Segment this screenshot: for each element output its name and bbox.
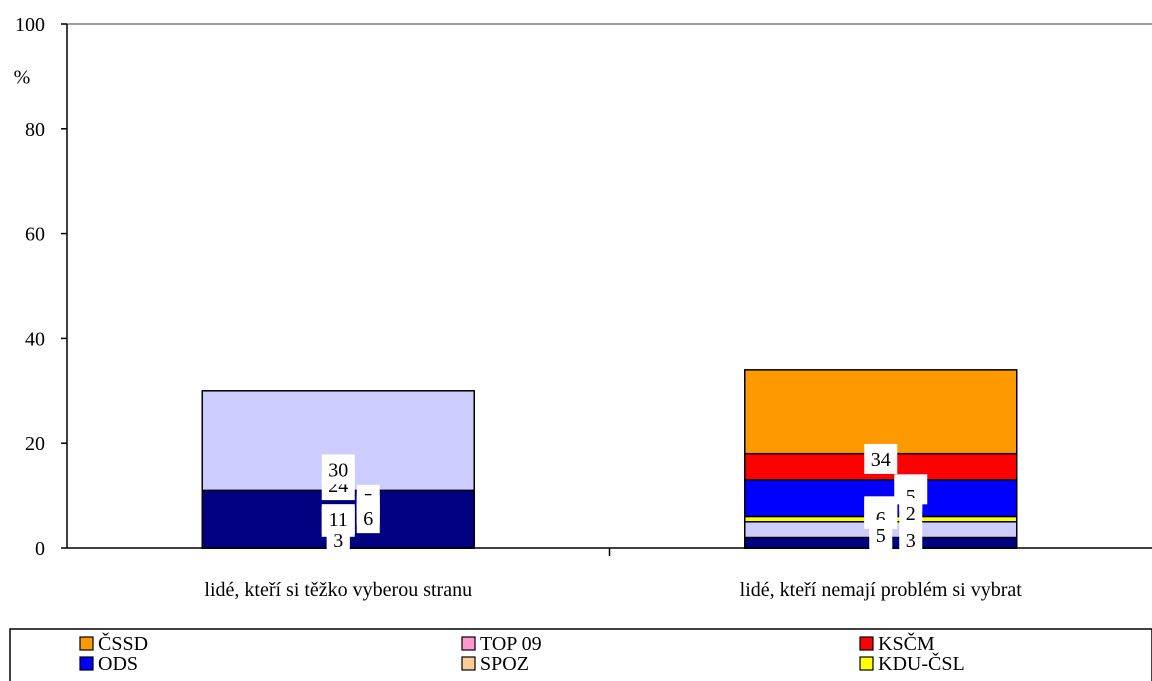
legend-item: KDU-ČSL xyxy=(859,651,965,675)
data-label: 5 xyxy=(869,519,893,550)
data-labels: 24105653630113414181336552 xyxy=(321,443,928,556)
legend-swatch xyxy=(79,636,94,651)
y-tick-label: 60 xyxy=(25,224,45,246)
legend-label: SPOZ xyxy=(480,653,529,675)
data-label-box xyxy=(321,504,355,535)
x-tick-label: lidé, kteří si těžko vyberou stranu xyxy=(204,579,472,601)
legend-swatch xyxy=(859,656,874,671)
y-tick-label: 0 xyxy=(35,538,45,560)
data-label-text: 11 xyxy=(329,509,348,531)
data-label-box xyxy=(899,525,923,556)
x-tick-label: lidé, kteří nemají problém si vybrat xyxy=(740,579,1023,601)
legend-label: TOP 09 xyxy=(480,633,542,655)
data-label-box xyxy=(864,443,898,474)
legend-label: ČSSD xyxy=(98,631,148,655)
legend-swatch xyxy=(461,636,476,651)
y-tick-label: 100 xyxy=(15,14,45,36)
data-label-text: 6 xyxy=(876,508,886,530)
data-label: 3 xyxy=(899,525,923,556)
data-label-text: 3 xyxy=(333,530,343,552)
legend-label: KSČM xyxy=(878,631,935,655)
data-label-text: 30 xyxy=(328,459,348,481)
legend-label: KDU-ČSL xyxy=(878,651,965,675)
data-label-text: 5 xyxy=(906,486,916,508)
data-label: 11 xyxy=(321,504,355,535)
legend-box xyxy=(9,628,1152,681)
data-label-text: 34 xyxy=(871,449,891,471)
data-label: 34 xyxy=(864,443,898,474)
data-label-box xyxy=(899,497,923,528)
y-axis-label: % xyxy=(14,66,31,88)
legend-swatch xyxy=(79,656,94,671)
legend-item: ČSSD xyxy=(79,631,148,655)
data-label-box xyxy=(321,454,355,485)
y-tick-label: 20 xyxy=(25,433,45,455)
legend-item: KSČM xyxy=(859,631,935,655)
data-label: 2 xyxy=(899,497,923,528)
data-label-box xyxy=(869,519,893,550)
legend-item: ODS xyxy=(79,653,138,675)
y-tick-label: 80 xyxy=(25,119,45,141)
legend: ČSSD TOP 09 KSČM ODS SPOZ KDU-ČSL xyxy=(9,628,1152,681)
legend-label: ODS xyxy=(98,653,138,675)
legend-item: SPOZ xyxy=(461,653,529,675)
legend-swatch xyxy=(461,656,476,671)
data-label: 6 xyxy=(356,503,380,534)
data-label-text: 2 xyxy=(906,503,916,525)
legend-swatch xyxy=(859,636,874,651)
data-label-text: 5 xyxy=(876,525,886,547)
data-label-text: 6 xyxy=(363,508,373,530)
data-label-text: 3 xyxy=(906,530,916,552)
data-label: 30 xyxy=(321,454,355,485)
legend-item: TOP 09 xyxy=(461,633,542,655)
data-label-box xyxy=(356,503,380,534)
y-tick-label: 40 xyxy=(25,328,45,350)
